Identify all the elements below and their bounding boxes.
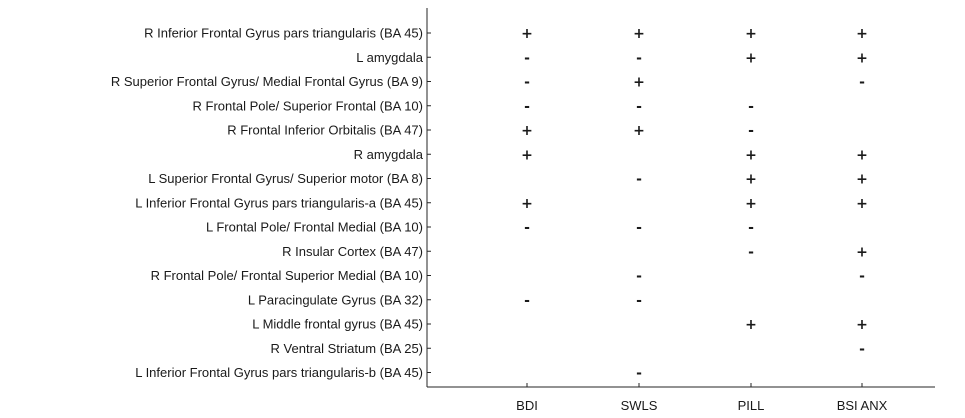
column-label: BDI xyxy=(516,398,538,413)
positive-mark: + xyxy=(856,317,868,333)
column-label: BSI ANX xyxy=(837,398,888,413)
row-label: L Superior Frontal Gyrus/ Superior motor… xyxy=(148,171,423,186)
negative-mark: - xyxy=(748,99,754,115)
negative-mark: - xyxy=(859,75,865,91)
negative-mark: - xyxy=(636,269,642,285)
row-label: R Frontal Pole/ Superior Frontal (BA 10) xyxy=(193,98,424,113)
row-label: R Frontal Pole/ Frontal Superior Medial … xyxy=(151,268,423,283)
row-label: R Superior Frontal Gyrus/ Medial Frontal… xyxy=(111,74,423,89)
positive-mark: + xyxy=(856,26,868,42)
positive-mark: + xyxy=(745,196,757,212)
negative-mark: - xyxy=(524,220,530,236)
positive-mark: + xyxy=(745,317,757,333)
row-label: R Insular Cortex (BA 47) xyxy=(282,244,423,259)
column-labels: BDI SWLS PILL BSI ANX xyxy=(516,398,887,413)
row-label: R Ventral Striatum (BA 25) xyxy=(271,341,423,356)
row-label: L Paracingulate Gyrus (BA 32) xyxy=(248,292,423,307)
positive-mark: + xyxy=(745,50,757,66)
negative-mark: - xyxy=(636,220,642,236)
row-label: L Middle frontal gyrus (BA 45) xyxy=(252,317,423,332)
row-label: L Inferior Frontal Gyrus pars triangular… xyxy=(135,365,423,380)
positive-mark: + xyxy=(633,123,645,139)
positive-mark: + xyxy=(856,147,868,163)
negative-mark: - xyxy=(636,50,642,66)
negative-mark: - xyxy=(636,99,642,115)
positive-mark: + xyxy=(856,172,868,188)
column-label: PILL xyxy=(738,398,765,413)
negative-mark: - xyxy=(524,50,530,66)
negative-mark: - xyxy=(636,293,642,309)
row-label: R amygdala xyxy=(354,147,424,162)
row-label: R Frontal Inferior Orbitalis (BA 47) xyxy=(227,123,423,138)
negative-mark: - xyxy=(859,269,865,285)
negative-mark: - xyxy=(524,293,530,309)
positive-mark: + xyxy=(521,26,533,42)
row-labels: R Inferior Frontal Gyrus pars triangular… xyxy=(111,26,424,381)
positive-mark: + xyxy=(856,244,868,260)
negative-mark: - xyxy=(748,123,754,139)
negative-mark: - xyxy=(636,172,642,188)
positive-mark: + xyxy=(745,147,757,163)
positive-mark: + xyxy=(856,50,868,66)
positive-mark: + xyxy=(856,196,868,212)
positive-mark: + xyxy=(633,26,645,42)
negative-mark: - xyxy=(636,366,642,382)
negative-mark: - xyxy=(748,220,754,236)
positive-mark: + xyxy=(633,75,645,91)
column-label: SWLS xyxy=(621,398,658,413)
sign-marks: + + + + - - + + - + - - - - + + - + + + - + + + + + - - - - + - - - - + + - - xyxy=(521,26,868,382)
negative-mark: - xyxy=(524,75,530,91)
positive-mark: + xyxy=(521,123,533,139)
row-label: L Inferior Frontal Gyrus pars triangular… xyxy=(135,195,423,210)
positive-mark: + xyxy=(521,147,533,163)
positive-mark: + xyxy=(745,26,757,42)
negative-mark: - xyxy=(524,99,530,115)
negative-mark: - xyxy=(748,244,754,260)
row-label: L amygdala xyxy=(356,50,423,65)
row-label: R Inferior Frontal Gyrus pars triangular… xyxy=(144,26,423,41)
row-label: L Frontal Pole/ Frontal Medial (BA 10) xyxy=(206,220,423,235)
negative-mark: - xyxy=(859,341,865,357)
positive-mark: + xyxy=(521,196,533,212)
positive-mark: + xyxy=(745,172,757,188)
plot-axes xyxy=(426,8,935,388)
